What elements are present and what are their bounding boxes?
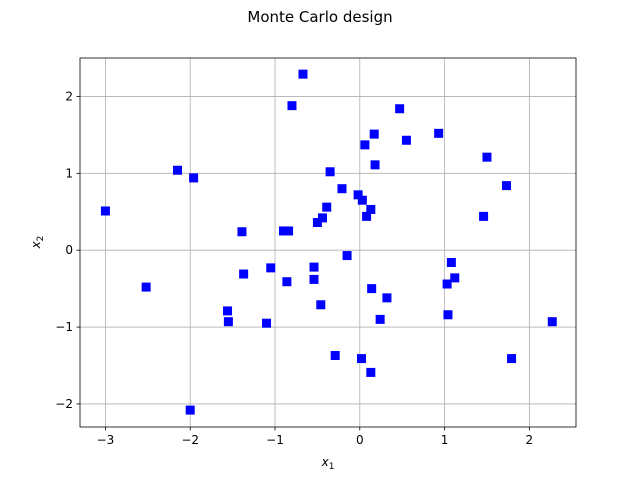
- data-point: [278, 226, 288, 236]
- data-point: [284, 226, 294, 236]
- y-axis-label-base: x: [29, 240, 43, 249]
- data-point: [189, 173, 199, 183]
- x-tick-label: −3: [97, 433, 115, 447]
- x-tick-label: 2: [526, 433, 534, 447]
- y-tick-label: −1: [55, 320, 73, 334]
- data-point: [309, 262, 319, 272]
- data-point: [367, 284, 377, 294]
- data-point: [482, 152, 492, 162]
- data-point: [360, 140, 370, 150]
- data-point: [356, 354, 366, 364]
- x-axis-label-base: x: [321, 455, 330, 469]
- data-point: [353, 190, 363, 200]
- y-tick-label: 0: [65, 243, 73, 257]
- data-point: [450, 273, 460, 283]
- data-point: [547, 317, 557, 327]
- y-tick-label: 2: [65, 89, 73, 103]
- data-point: [262, 318, 272, 328]
- data-point: [443, 310, 453, 320]
- y-tick-label: 1: [65, 166, 73, 180]
- data-point: [312, 218, 322, 228]
- data-point: [479, 211, 489, 221]
- data-point: [330, 351, 340, 361]
- data-point: [185, 405, 195, 415]
- x-tick-label: −1: [266, 433, 284, 447]
- data-point: [316, 300, 326, 310]
- data-point: [370, 160, 380, 170]
- data-point: [223, 306, 233, 316]
- data-point: [369, 129, 379, 139]
- data-point: [366, 204, 376, 214]
- x-tick-label: 1: [441, 433, 449, 447]
- data-point: [100, 206, 110, 216]
- data-point: [266, 263, 276, 273]
- x-tick-label: −2: [181, 433, 199, 447]
- data-point: [395, 104, 405, 114]
- data-point: [325, 167, 335, 177]
- data-point: [173, 165, 183, 175]
- data-point: [237, 227, 247, 237]
- data-point: [366, 367, 376, 377]
- data-point: [223, 317, 233, 327]
- data-point: [298, 69, 308, 79]
- data-point: [282, 277, 292, 287]
- y-tick-label: −2: [55, 397, 73, 411]
- y-axis-label: x2: [29, 236, 46, 250]
- x-axis-label-sub: 1: [329, 462, 335, 472]
- x-axis-label: x1: [321, 455, 335, 472]
- data-point: [501, 181, 511, 191]
- data-points: [100, 69, 557, 415]
- axes-frame: [79, 57, 577, 428]
- data-point: [375, 314, 385, 324]
- data-point: [337, 184, 347, 194]
- data-point: [382, 293, 392, 303]
- data-point: [309, 274, 319, 284]
- data-point: [141, 282, 151, 292]
- data-point: [239, 269, 249, 279]
- data-point: [357, 195, 367, 205]
- ticks: −3 −2 −1 0 1 2 −2 −1 0 1 2: [55, 89, 533, 447]
- chart-title: Monte Carlo design: [247, 8, 393, 26]
- x-tick-label: 0: [356, 433, 364, 447]
- data-point: [317, 213, 327, 223]
- data-point: [434, 128, 444, 138]
- data-point: [342, 251, 352, 261]
- data-point: [322, 202, 332, 212]
- data-point: [507, 354, 517, 364]
- data-point: [401, 135, 411, 145]
- grid: [80, 58, 576, 427]
- y-axis-label-sub: 2: [36, 236, 46, 242]
- data-point: [287, 101, 297, 111]
- data-point: [446, 257, 456, 267]
- data-point: [442, 279, 452, 289]
- data-point: [362, 211, 372, 221]
